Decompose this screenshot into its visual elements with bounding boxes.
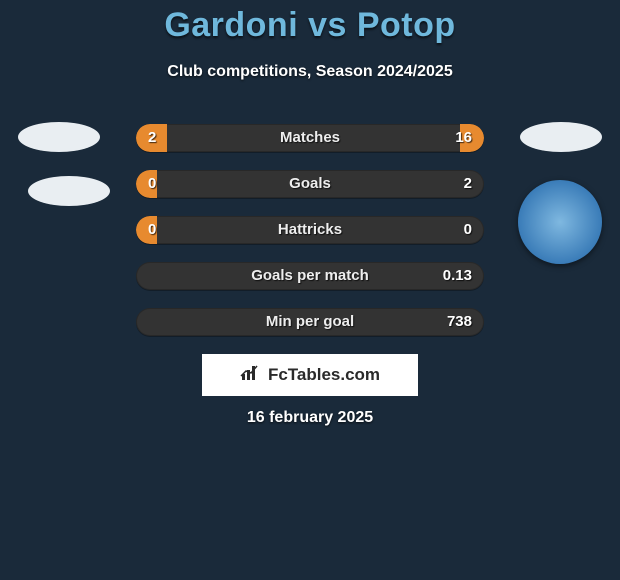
subtitle: Club competitions, Season 2024/2025 (0, 63, 620, 81)
avatar-right-club-badge (518, 180, 602, 264)
avatar-left-2 (28, 176, 110, 206)
bar-val-right: 0.13 (443, 262, 472, 290)
bar-min-per-goal: Min per goal 738 (136, 308, 484, 336)
bar-label: Matches (136, 124, 484, 152)
bar-hattricks: 0 Hattricks 0 (136, 216, 484, 244)
bar-val-right: 2 (464, 170, 472, 198)
brand-box[interactable]: FcTables.com (202, 354, 418, 396)
page-title: Gardoni vs Potop (0, 6, 620, 45)
bar-val-right: 16 (455, 124, 472, 152)
bar-label: Hattricks (136, 216, 484, 244)
bar-label: Goals per match (136, 262, 484, 290)
bar-val-right: 0 (464, 216, 472, 244)
bar-goals-per-match: Goals per match 0.13 (136, 262, 484, 290)
bar-label: Goals (136, 170, 484, 198)
bar-val-right: 738 (447, 308, 472, 336)
bar-chart-icon (240, 364, 262, 387)
date-label: 16 february 2025 (0, 409, 620, 427)
brand-text: FcTables.com (268, 365, 380, 385)
avatar-left-1 (18, 122, 100, 152)
stat-bars: 2 Matches 16 0 Goals 2 0 Hattricks 0 Goa… (136, 124, 484, 354)
bar-matches: 2 Matches 16 (136, 124, 484, 152)
bar-goals: 0 Goals 2 (136, 170, 484, 198)
bar-label: Min per goal (136, 308, 484, 336)
avatar-right-1 (520, 122, 602, 152)
comparison-card: Gardoni vs Potop Club competitions, Seas… (0, 0, 620, 580)
